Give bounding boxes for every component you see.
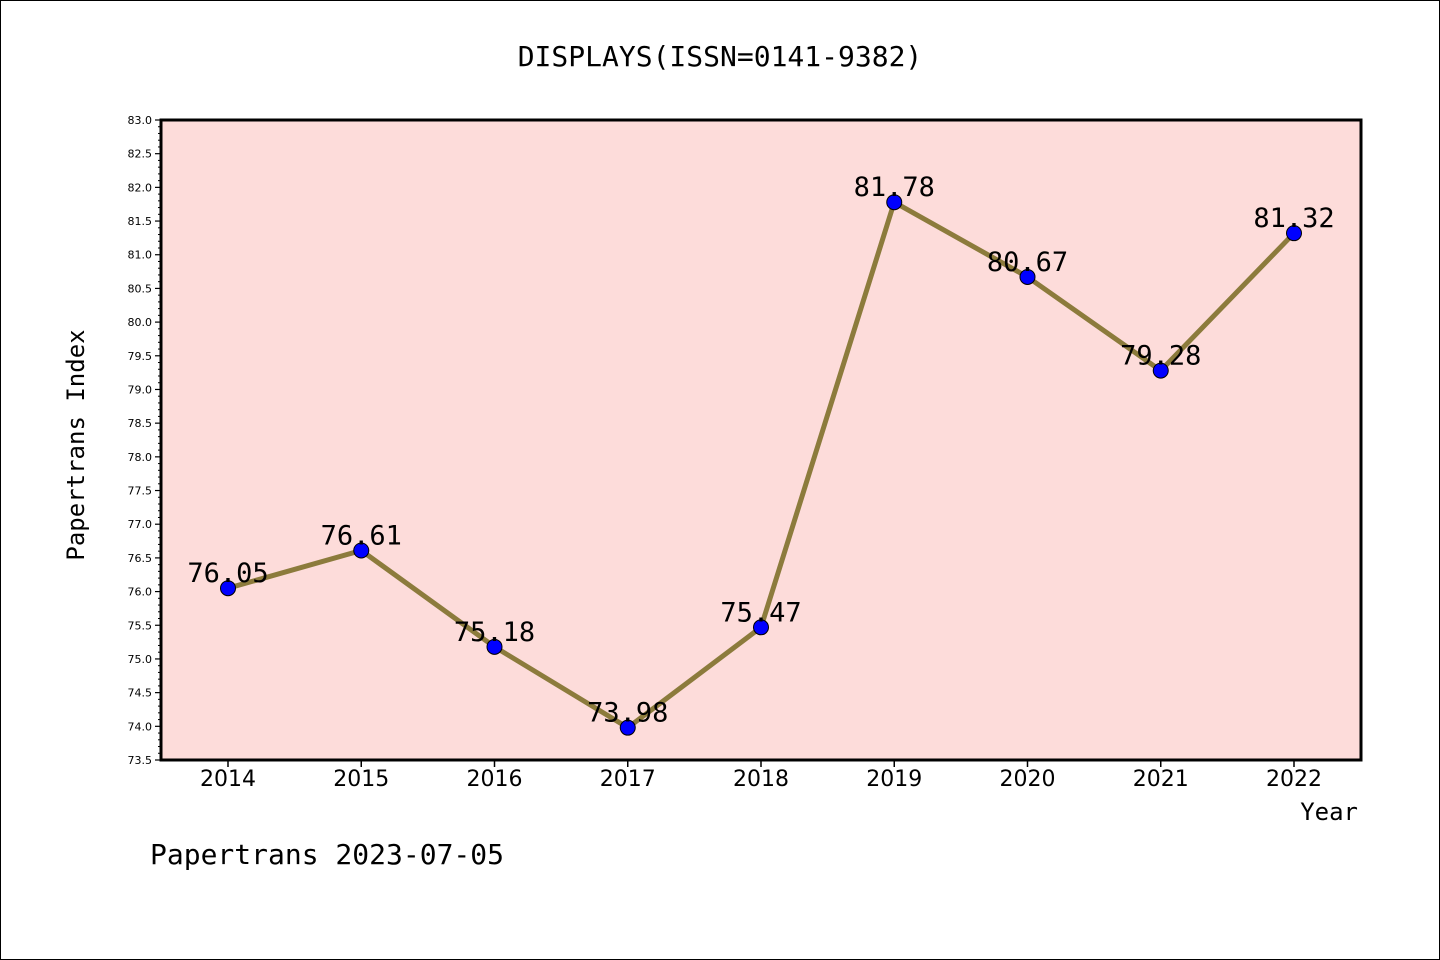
- y-tick-label: 83.0: [128, 114, 153, 127]
- y-tick-label: 77.0: [128, 518, 153, 531]
- y-tick-label: 80.5: [128, 282, 153, 295]
- data-label: 80.67: [987, 247, 1068, 278]
- x-tick-label: 2020: [1000, 767, 1056, 792]
- y-axis-label: Papertrans Index: [62, 329, 90, 560]
- data-point: [1019, 268, 1036, 285]
- data-point: [486, 638, 503, 655]
- x-tick-label: 2021: [1133, 767, 1189, 792]
- y-tick-label: 82.5: [128, 148, 153, 161]
- data-labels: 76.05 76.61 75.18 73.98 75.47 81.78 80.67 79.28…: [187, 172, 1334, 728]
- data-point: [1152, 362, 1169, 379]
- y-tick-label: 76.0: [128, 586, 153, 599]
- y-tick-label: 81.0: [128, 249, 153, 262]
- data-label: 75.18: [454, 617, 535, 648]
- footer-watermark: Papertrans 2023-07-05: [150, 838, 504, 871]
- data-label: 73.98: [587, 698, 668, 729]
- y-tick-label: 78.5: [128, 417, 153, 430]
- x-tick-label: 2015: [333, 767, 389, 792]
- y-tick-label: 74.5: [128, 687, 153, 700]
- data-points: [220, 194, 1302, 736]
- x-axis: 2014 2015 2016 2017 2018 2019 2020 2021 2022: [200, 760, 1322, 792]
- y-tick-label: 75.5: [128, 619, 153, 632]
- chart-title: DISPLAYS(ISSN=0141-9382): [518, 40, 923, 73]
- data-point: [1286, 225, 1302, 242]
- data-label: 75.47: [720, 597, 801, 628]
- data-label: 81.32: [1253, 203, 1334, 234]
- data-point: [619, 719, 636, 736]
- data-point: [353, 542, 370, 559]
- y-tick-label: 76.5: [128, 552, 153, 565]
- y-tick-label: 73.5: [128, 754, 153, 767]
- data-label: 76.61: [321, 520, 402, 551]
- data-point: [753, 619, 769, 636]
- y-tick-label: 79.0: [128, 383, 153, 396]
- data-label: 79.28: [1120, 341, 1201, 372]
- y-tick-label: 75.0: [128, 653, 153, 666]
- x-tick-label: 2016: [467, 767, 523, 792]
- y-tick-label: 81.5: [128, 215, 153, 228]
- y-tick-label: 82.0: [128, 181, 153, 194]
- y-tick-label: 78.0: [128, 451, 153, 464]
- y-tick-label: 79.5: [128, 350, 153, 363]
- data-label: 76.05: [187, 558, 268, 589]
- y-tick-label: 74.0: [128, 720, 153, 733]
- x-tick-label: 2014: [200, 767, 256, 792]
- x-tick-label: 2018: [733, 767, 789, 792]
- y-axis: 73.5 74.0 74.5 75.0 75.5 76.0 76.5 77.0 77.5 78.0…: [128, 114, 161, 767]
- data-label: 81.78: [854, 172, 935, 203]
- data-point: [220, 580, 236, 597]
- y-tick-label: 80.0: [128, 316, 153, 329]
- x-tick-label: 2022: [1266, 767, 1322, 792]
- x-tick-label: 2017: [600, 767, 656, 792]
- plot-area: [159, 118, 1363, 762]
- y-tick-label: 77.5: [128, 485, 153, 498]
- x-axis-label: Year: [1300, 798, 1358, 826]
- data-point: [886, 194, 903, 211]
- x-tick-label: 2019: [866, 767, 922, 792]
